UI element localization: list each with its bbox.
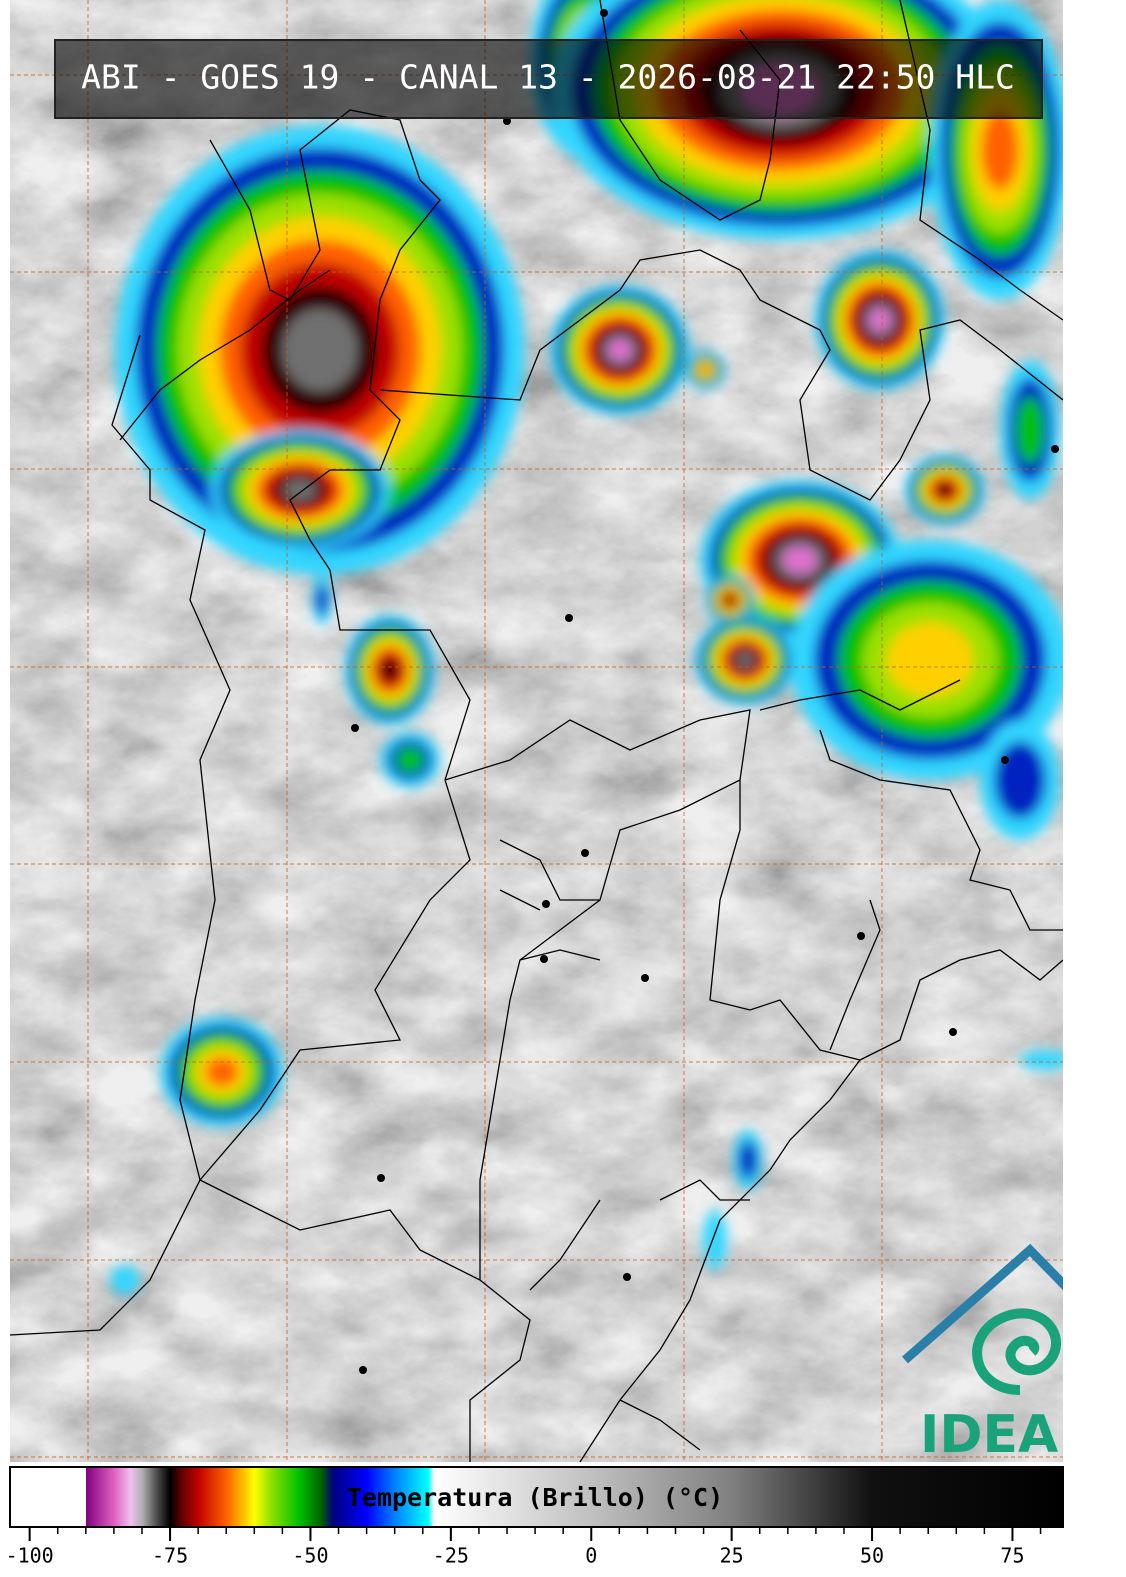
tick-label: -25 <box>433 1544 469 1568</box>
logo-roof <box>902 1243 1063 1364</box>
cloud-top <box>283 478 317 502</box>
border <box>10 334 231 1336</box>
cloud-top <box>395 746 425 774</box>
border <box>499 839 601 961</box>
city-dot <box>540 955 548 963</box>
cloud-top <box>783 546 817 574</box>
colorbar: Temperatura (Brillo) (°C) -100 -75 -50 -25 0… <box>6 1466 1064 1568</box>
city-dot <box>623 1273 631 1281</box>
cloud-top <box>608 339 632 361</box>
city-dot <box>581 849 589 857</box>
city-dot <box>641 974 649 982</box>
cloud-top <box>724 594 736 606</box>
cloud-top <box>699 364 711 376</box>
city-dot <box>1001 756 1009 764</box>
cloud-top <box>735 651 755 669</box>
border <box>819 729 1063 1061</box>
cloud-top <box>936 482 954 498</box>
colorbar-label: Temperatura (Brillo) (°C) <box>347 1483 723 1512</box>
tick-label: -50 <box>292 1544 328 1568</box>
city-dot <box>600 9 608 17</box>
cloud-top <box>994 741 1046 819</box>
cloud-top <box>380 658 400 682</box>
city-dot <box>377 1174 385 1182</box>
cloud-top <box>1020 1050 1063 1070</box>
tick-label: -100 <box>6 1544 54 1568</box>
tick-label: 25 <box>720 1544 744 1568</box>
tick-label: -75 <box>152 1544 188 1568</box>
colorbar-gradient <box>9 1466 1064 1528</box>
border <box>529 1179 750 1451</box>
cloud-top <box>886 622 974 698</box>
border <box>119 109 1063 571</box>
borders <box>10 0 1063 1462</box>
city-dot <box>351 724 359 732</box>
city-dot <box>542 900 550 908</box>
cloud-top <box>738 1140 758 1180</box>
border <box>759 679 961 1051</box>
cloud-top <box>1015 396 1045 464</box>
cloud-top <box>282 308 358 392</box>
tick-label: 0 <box>585 1544 597 1568</box>
title-box <box>54 39 1043 119</box>
border <box>579 780 862 1462</box>
graticule <box>10 0 1063 1462</box>
city-dot <box>359 1366 367 1374</box>
cities <box>351 9 1059 1374</box>
cloud-top <box>110 1265 140 1295</box>
cloud-top <box>869 308 891 332</box>
tick-label: 50 <box>860 1544 884 1568</box>
cloud-top <box>315 583 329 617</box>
cloud-top <box>981 110 1019 190</box>
title: ABI - GOES 19 - CANAL 13 - 2026-08-21 22… <box>81 58 1015 97</box>
satellite-map: IDEAM <box>10 0 1110 1465</box>
tick-label: 75 <box>1000 1544 1024 1568</box>
cloud-top <box>703 1210 727 1270</box>
city-dot <box>857 932 865 940</box>
border <box>198 569 531 1462</box>
city-dot <box>949 1028 957 1036</box>
cloud-top <box>205 1057 239 1087</box>
logo: IDEAM <box>902 1243 1110 1465</box>
border <box>444 709 751 1280</box>
logo-text: IDEAM <box>920 1405 1110 1465</box>
logo-spiral <box>972 1308 1061 1395</box>
city-dot <box>1051 445 1059 453</box>
city-dot <box>565 614 573 622</box>
